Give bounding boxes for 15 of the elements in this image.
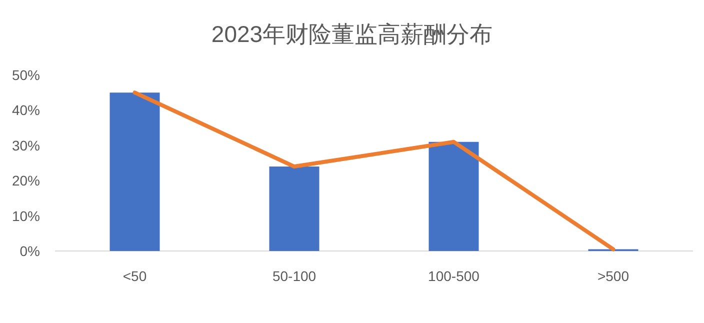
y-tick-label: 10% bbox=[12, 208, 40, 224]
x-tick-label: 50-100 bbox=[272, 268, 316, 284]
y-tick-label: 30% bbox=[12, 137, 40, 154]
x-tick-label: >500 bbox=[597, 268, 630, 284]
bar bbox=[428, 142, 479, 251]
x-tick-label: <50 bbox=[122, 268, 147, 284]
y-tick-label: 0% bbox=[20, 243, 40, 259]
y-tick-label: 40% bbox=[12, 102, 40, 118]
line-series bbox=[132, 90, 616, 252]
bar bbox=[269, 166, 320, 251]
bar bbox=[110, 92, 160, 251]
y-tick-label: 20% bbox=[12, 172, 40, 189]
x-tick-label: 100-500 bbox=[428, 268, 480, 284]
y-tick-label: 50% bbox=[12, 67, 40, 83]
chart-title: 2023年财险董监高薪酬分布 bbox=[211, 21, 493, 47]
